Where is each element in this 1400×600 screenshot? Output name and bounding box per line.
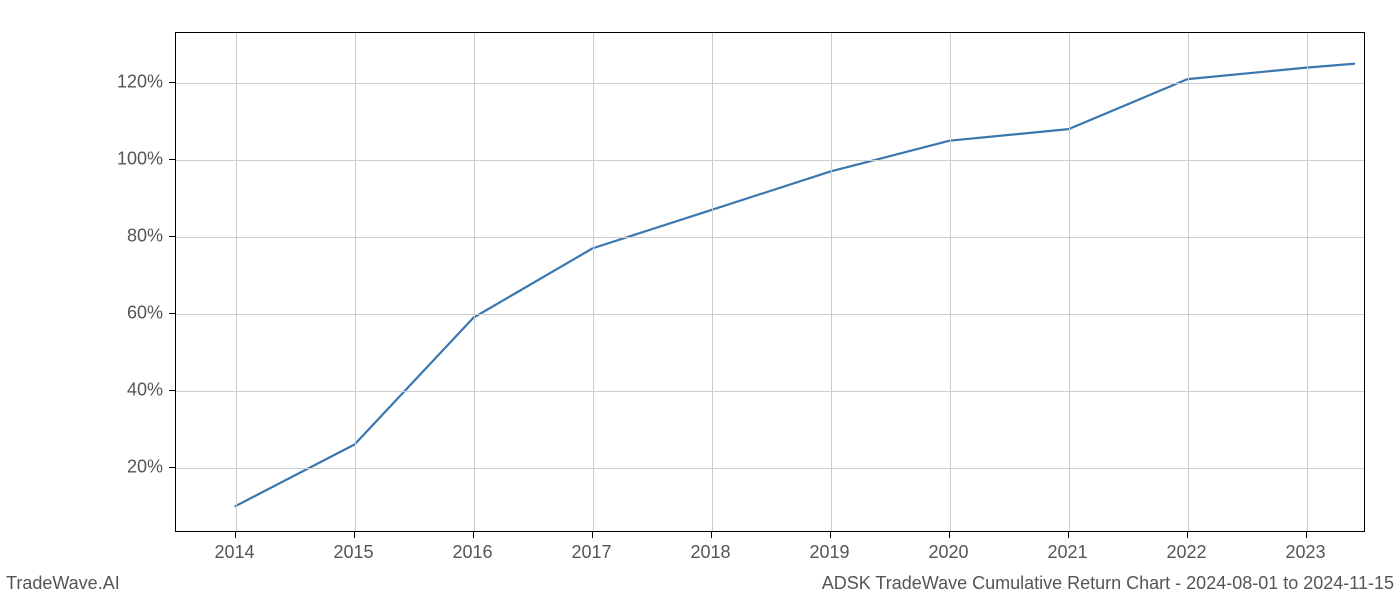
- y-tick-label: 80%: [105, 225, 163, 246]
- x-tick-label: 2016: [452, 542, 492, 563]
- x-tick: [235, 532, 236, 538]
- x-tick-label: 2017: [571, 542, 611, 563]
- y-tick-label: 60%: [105, 302, 163, 323]
- x-tick-label: 2014: [214, 542, 254, 563]
- y-tick-label: 120%: [105, 72, 163, 93]
- grid-line-horizontal: [176, 468, 1364, 469]
- grid-line-vertical: [950, 33, 951, 531]
- x-tick-label: 2020: [928, 542, 968, 563]
- x-tick: [1187, 532, 1188, 538]
- y-tick-label: 100%: [105, 148, 163, 169]
- y-tick: [169, 159, 175, 160]
- x-tick: [1068, 532, 1069, 538]
- grid-line-horizontal: [176, 160, 1364, 161]
- y-tick: [169, 390, 175, 391]
- grid-line-vertical: [831, 33, 832, 531]
- x-tick: [1306, 532, 1307, 538]
- y-tick-label: 40%: [105, 379, 163, 400]
- return-line: [236, 64, 1355, 506]
- y-tick-label: 20%: [105, 456, 163, 477]
- grid-line-horizontal: [176, 237, 1364, 238]
- x-tick-label: 2018: [690, 542, 730, 563]
- grid-line-vertical: [712, 33, 713, 531]
- grid-line-horizontal: [176, 391, 1364, 392]
- x-tick: [592, 532, 593, 538]
- grid-line-horizontal: [176, 314, 1364, 315]
- grid-line-vertical: [1307, 33, 1308, 531]
- chart-plot-area: [175, 32, 1365, 532]
- x-tick: [711, 532, 712, 538]
- grid-line-horizontal: [176, 83, 1364, 84]
- x-tick-label: 2021: [1047, 542, 1087, 563]
- x-tick: [354, 532, 355, 538]
- x-tick: [473, 532, 474, 538]
- grid-line-vertical: [593, 33, 594, 531]
- x-tick: [830, 532, 831, 538]
- y-tick: [169, 467, 175, 468]
- x-tick: [949, 532, 950, 538]
- x-tick-label: 2019: [809, 542, 849, 563]
- footer-left-text: TradeWave.AI: [6, 573, 120, 594]
- grid-line-vertical: [474, 33, 475, 531]
- grid-line-vertical: [1069, 33, 1070, 531]
- x-tick-label: 2015: [333, 542, 373, 563]
- x-tick-label: 2023: [1285, 542, 1325, 563]
- footer-right-text: ADSK TradeWave Cumulative Return Chart -…: [822, 573, 1394, 594]
- grid-line-vertical: [1188, 33, 1189, 531]
- grid-line-vertical: [236, 33, 237, 531]
- grid-line-vertical: [355, 33, 356, 531]
- y-tick: [169, 82, 175, 83]
- y-tick: [169, 236, 175, 237]
- y-tick: [169, 313, 175, 314]
- x-tick-label: 2022: [1166, 542, 1206, 563]
